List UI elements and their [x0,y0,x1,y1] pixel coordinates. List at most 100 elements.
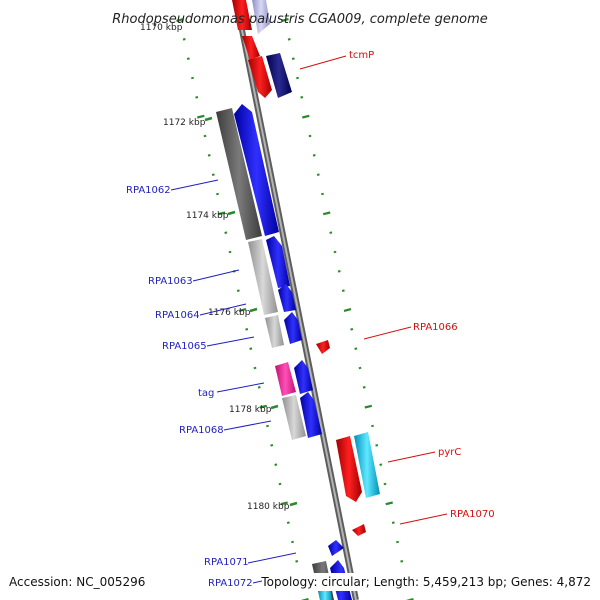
ruler-tick-inner [186,57,190,60]
kbp-label-1172: 1172 kbp [163,116,213,128]
ruler-tick-outer [308,134,312,138]
gene-feature-tag-blue [294,360,313,394]
gene-feature-tcmP-neighbor [248,56,272,98]
gene-label-tcmP[interactable]: tcmP [299,50,374,70]
ruler-tick-outer [322,211,331,216]
kbp-label-1180: 1180 kbp [247,501,298,512]
kbp-label-1170: 1170 kbp [140,23,183,33]
ruler-tick-outer [329,231,333,234]
ruler-tick-outer [343,308,352,312]
ruler-tick-outer [364,404,373,409]
ruler-tick-inner [182,38,186,41]
ruler-tick-outer [312,154,316,157]
ruler-tick-inner [228,250,232,254]
gene-feature-RPA1064 [278,284,296,312]
genome-backbone-highlight [235,0,357,600]
genome-summary-text: Topology: circular; Length: 5,459,213 bp… [260,575,591,589]
ruler-tick-outer [341,289,345,292]
svg-text:tag: tag [198,388,214,399]
ruler-tick-inner [249,347,253,350]
gene-feature-RPA1065-grey [265,315,284,348]
gene-feature-top-1 [232,0,252,30]
ruler-tick-outer [337,270,341,273]
gene-feature-RPA1070 [352,524,366,536]
gene-feature-top-3 [242,36,260,60]
svg-text:1176 kbp: 1176 kbp [208,308,251,318]
ruler-tick-outer [321,192,324,196]
ruler-tick-inner [238,308,247,312]
gene-feature-RPA1063 [266,236,290,288]
ruler-tick-outer [406,598,414,600]
ruler-tick-inner [245,328,249,331]
ruler-tick-inner [195,96,199,99]
ruler-tick-inner [280,501,288,506]
ruler-tick-inner [270,444,274,447]
gene-label-RPA1070[interactable]: RPA1070 [399,509,495,525]
ruler-tick-outer [354,347,358,350]
accession-text: Accession: NC_005296 [9,575,145,589]
ruler-tick-outer [362,386,366,389]
gene-feature-tag [275,362,296,396]
svg-text:RPA1064: RPA1064 [155,310,200,321]
ruler-tick-outer [358,366,362,370]
ruler-tick-inner [301,598,309,600]
ruler-tick-outer [379,463,383,466]
svg-text:RPA1065: RPA1065 [162,341,207,352]
gene-label-RPA1063[interactable]: RPA1063 [148,269,240,287]
svg-text:tcmP: tcmP [349,50,374,61]
summary-backdrop [262,573,596,591]
svg-text:RPA1071: RPA1071 [204,557,249,568]
gene-feature-RPA1068-grey [282,395,306,440]
ruler-tick-inner [253,366,257,370]
gene-label-tag[interactable]: tag [198,382,265,399]
kbp-label-1178: 1178 kbp [229,404,279,415]
kbp-label-1174: 1174 kbp [186,210,236,221]
ruler-tick-outer [391,521,395,524]
ruler-tick-inner [224,231,228,234]
ruler-tick-inner [236,289,240,292]
ruler-tick-outer [291,57,295,60]
ruler-tick-inner [216,192,219,196]
ruler-tick-outer [375,444,379,447]
ruler-tick-outer [287,38,291,41]
svg-text:1174 kbp: 1174 kbp [186,211,229,221]
ruler-tick-inner [278,482,282,486]
gene-feature-RPA1065 [284,312,302,344]
ruler-tick-inner [217,211,226,216]
gene-feature-RPA1062-dark [216,108,262,240]
ruler-tick-outer [350,328,354,331]
gene-feature-pyrC [354,432,380,498]
gene-label-RPA1066[interactable]: RPA1066 [363,322,458,340]
gene-label-RPA1062[interactable]: RPA1062 [126,179,219,196]
svg-text:pyrC: pyrC [438,447,461,458]
svg-text:RPA1070: RPA1070 [450,509,495,520]
ruler-tick-outer [316,173,320,176]
gene-feature-tcmP [266,53,292,98]
gene-label-RPA1065[interactable]: RPA1065 [162,336,255,352]
gene-feature-RPA1066 [316,340,330,354]
ruler-tick-outer [333,250,337,254]
gene-label-RPA1071[interactable]: RPA1071 [204,552,297,568]
svg-text:RPA1063: RPA1063 [148,276,193,287]
map-title: Rhodopseudomonas palustris CGA009, compl… [112,12,488,27]
ruler-tick-inner [191,76,194,80]
svg-text:RPA1068: RPA1068 [179,425,224,436]
gene-feature-RPA1063-grey [248,239,278,315]
gene-label-RPA1064[interactable]: RPA1064 [155,303,247,321]
ruler-tick-outer [296,76,299,80]
ruler-tick-inner [176,18,184,22]
svg-text:1180 kbp: 1180 kbp [247,502,290,512]
svg-text:1172 kbp: 1172 kbp [163,118,206,128]
gene-label-RPA1068[interactable]: RPA1068 [179,420,272,436]
ruler-tick-outer [281,18,289,22]
svg-text:1178 kbp: 1178 kbp [229,405,272,415]
ruler-tick-outer [385,501,393,506]
ruler-tick-inner [203,134,207,138]
gene-label-RPA1072[interactable]: RPA1072 [208,578,263,589]
ruler-tick-inner [291,540,294,544]
gene-feature-top-2 [252,0,270,34]
gene-feature-RPA1062 [234,104,279,236]
ruler-tick-outer [400,560,404,563]
gene-label-pyrC[interactable]: pyrC [387,447,461,463]
